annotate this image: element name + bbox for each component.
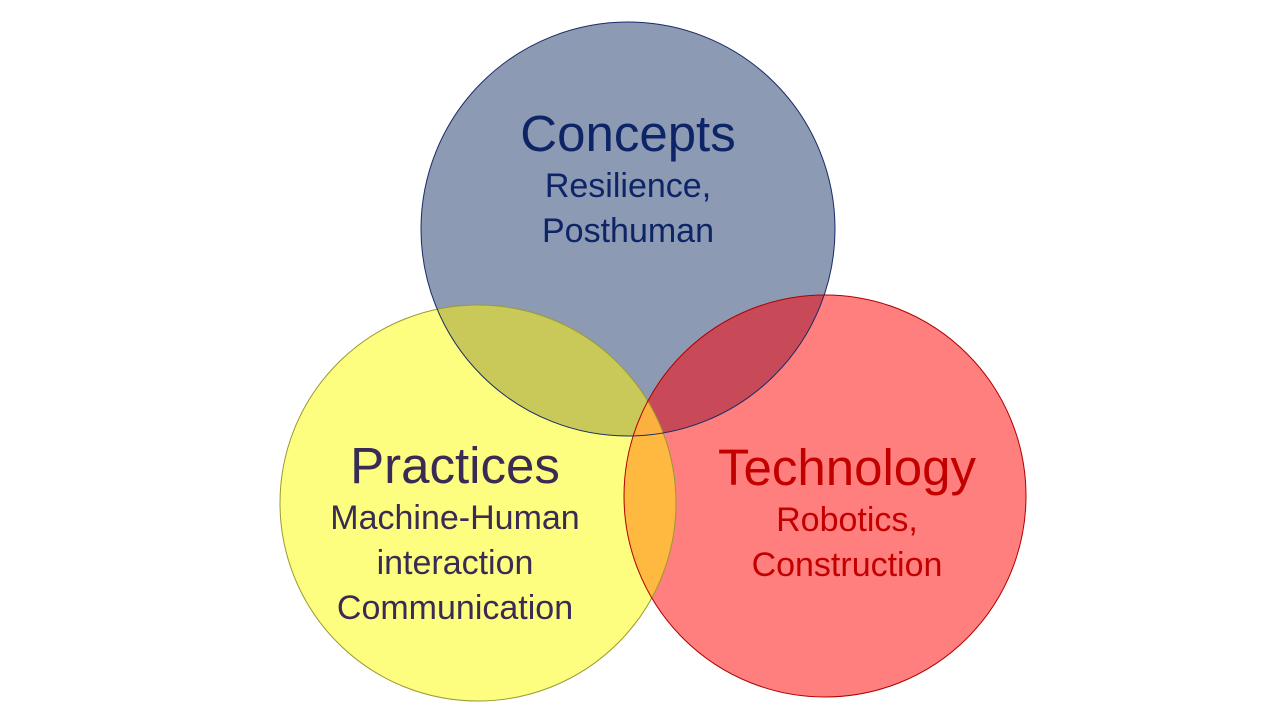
- practices-outline: [279, 304, 677, 702]
- concepts-line-2: Posthuman: [542, 212, 714, 250]
- technology-heading: Technology: [717, 439, 976, 496]
- concepts-heading: Concepts: [520, 105, 736, 162]
- technology-outline: [623, 294, 1027, 698]
- concepts-outline: [420, 21, 836, 437]
- practices-line-2: interaction: [376, 544, 534, 582]
- technology-label: Technology Robotics, Construction: [647, 438, 1047, 588]
- technology-line-1: Robotics,: [776, 501, 918, 539]
- concepts-line-1: Resilience,: [544, 167, 712, 205]
- concepts-technology-overlap: [624, 295, 835, 436]
- practices-label: Practices Machine-Human interaction Comm…: [255, 436, 655, 631]
- practices-heading: Practices: [350, 437, 560, 494]
- technology-line-2: Construction: [751, 546, 943, 584]
- concepts-practices-overlap: [421, 305, 676, 436]
- practices-line-1: Machine-Human: [330, 499, 580, 537]
- practices-line-3: Communication: [336, 589, 574, 627]
- concepts-label: Concepts Resilience, Posthuman: [428, 104, 828, 254]
